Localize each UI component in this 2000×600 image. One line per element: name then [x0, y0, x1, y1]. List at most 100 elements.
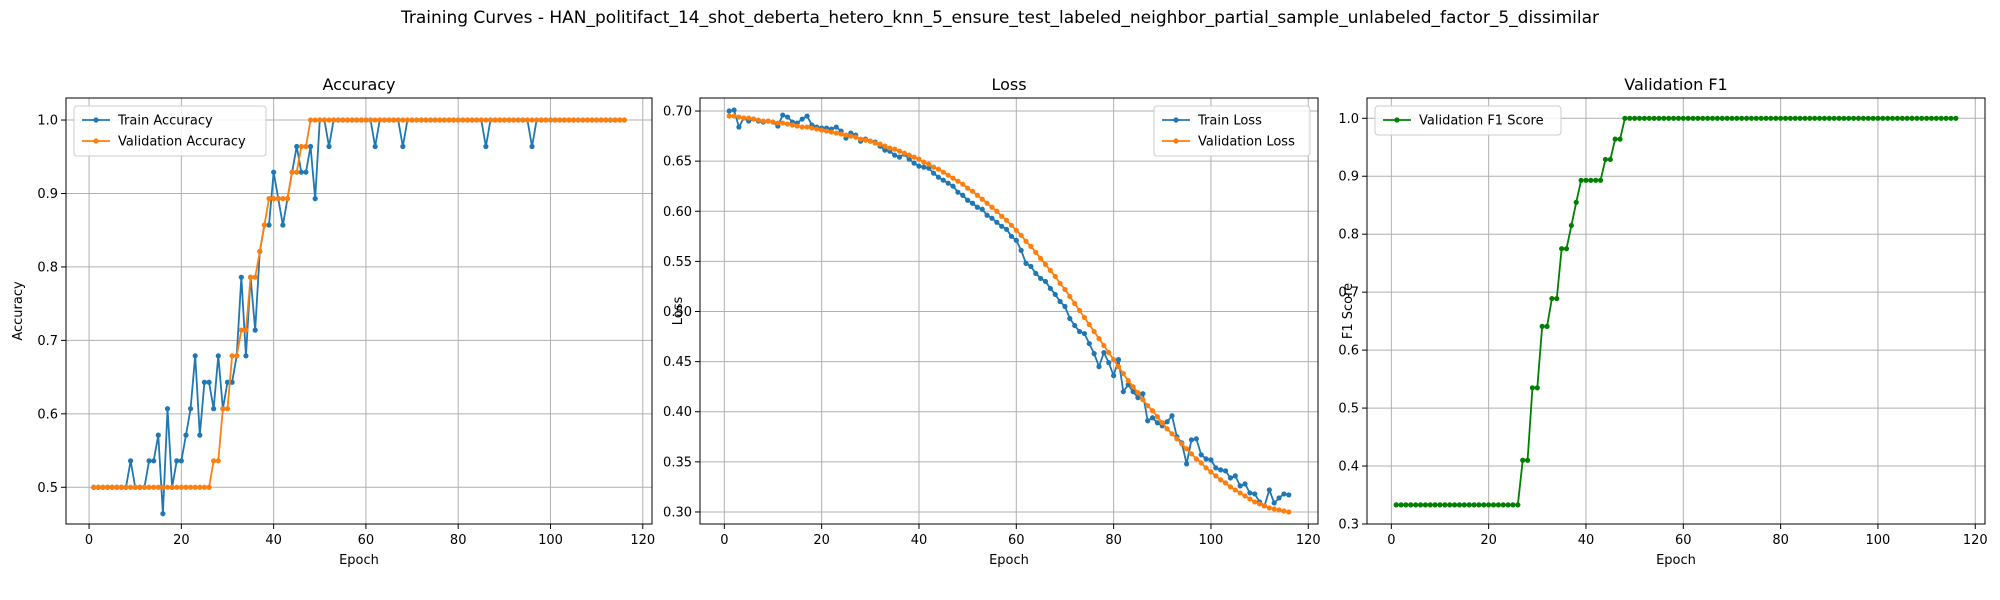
data-point [921, 164, 927, 170]
data-point [1047, 285, 1053, 292]
data-point [1286, 509, 1292, 515]
data-point [862, 137, 869, 143]
data-point [814, 126, 820, 132]
x-tick-label: 120 [1963, 533, 1988, 548]
data-point [1636, 115, 1643, 121]
data-point [1271, 500, 1277, 506]
data-point [289, 169, 295, 175]
y-tick-label: 0.55 [663, 255, 692, 270]
data-point [726, 108, 732, 114]
data-point [1447, 502, 1453, 508]
chart-title: Accuracy [322, 75, 395, 94]
y-tick-label: 0.6 [1338, 344, 1359, 359]
data-point [372, 143, 378, 150]
data-point [197, 484, 203, 490]
data-point [192, 484, 198, 490]
data-point [1018, 247, 1024, 253]
data-point [1851, 115, 1857, 121]
data-point [174, 458, 180, 464]
data-point [1554, 295, 1560, 302]
x-tick-label: 60 [358, 533, 375, 548]
data-point [580, 117, 586, 123]
data-point [607, 117, 614, 123]
data-point [1208, 469, 1214, 475]
data-point [1164, 419, 1170, 425]
data-point [298, 143, 304, 150]
data-point [215, 353, 221, 359]
data-point [1442, 502, 1448, 508]
data-point [1140, 397, 1146, 403]
data-point [726, 113, 732, 119]
data-point [252, 327, 258, 333]
data-point [1602, 156, 1609, 163]
data-point [118, 484, 124, 490]
data-point [294, 143, 300, 150]
data-point [1106, 350, 1112, 356]
data-point [1038, 275, 1044, 282]
data-point [1067, 315, 1073, 322]
data-point [1778, 115, 1784, 121]
data-point [1461, 502, 1467, 508]
data-point [926, 165, 932, 171]
data-point [547, 117, 554, 123]
data-point [446, 117, 452, 123]
data-point [1169, 413, 1175, 419]
data-point [132, 484, 138, 490]
data-point [169, 484, 175, 490]
data-point [1666, 115, 1672, 121]
x-axis-label: Epoch [1656, 553, 1696, 568]
data-point [775, 120, 781, 126]
data-point [1773, 115, 1779, 121]
data-point [1719, 115, 1725, 121]
data-point [340, 117, 346, 123]
y-tick-label: 0.3 [1338, 518, 1359, 533]
data-point [1003, 226, 1010, 232]
data-point [965, 197, 971, 203]
data-point [1627, 115, 1633, 121]
x-tick-label: 0 [1387, 533, 1395, 548]
data-point [1184, 461, 1190, 467]
data-point [1033, 249, 1039, 255]
data-point [215, 458, 221, 464]
data-point [1408, 502, 1414, 508]
data-point [349, 117, 355, 123]
x-axis-label: Epoch [339, 553, 379, 568]
data-point [497, 117, 503, 123]
data-point [1928, 115, 1935, 121]
x-tick-label: 0 [85, 533, 93, 548]
data-point [238, 327, 244, 333]
data-point [1232, 487, 1238, 493]
data-point [594, 117, 600, 123]
data-point [243, 353, 249, 359]
data-point [460, 117, 466, 123]
data-point [128, 458, 134, 464]
data-point [1164, 426, 1170, 432]
data-point [799, 116, 805, 122]
data-point [1860, 115, 1866, 121]
data-point [1184, 446, 1190, 452]
data-point [887, 145, 893, 151]
data-point [974, 204, 980, 210]
data-point [271, 196, 277, 202]
data-point [1451, 502, 1458, 508]
x-tick-label: 100 [1199, 533, 1224, 548]
data-point [989, 204, 995, 210]
data-point [418, 117, 424, 123]
data-point [280, 196, 286, 202]
data-point [989, 215, 995, 221]
data-point [892, 152, 898, 158]
y-tick-label: 0.70 [663, 105, 692, 120]
data-point [109, 484, 115, 490]
data-point [1149, 408, 1156, 414]
data-point [1933, 115, 1939, 121]
y-axis-label: F1 Score [1341, 283, 1356, 339]
x-tick-label: 120 [630, 533, 655, 548]
data-point [247, 274, 254, 280]
x-tick-label: 20 [173, 533, 190, 548]
data-point [1588, 177, 1594, 183]
data-point [736, 114, 742, 120]
data-point [1145, 403, 1151, 409]
data-point [1685, 115, 1691, 121]
data-point [155, 432, 161, 438]
x-tick-label: 60 [1008, 533, 1025, 548]
